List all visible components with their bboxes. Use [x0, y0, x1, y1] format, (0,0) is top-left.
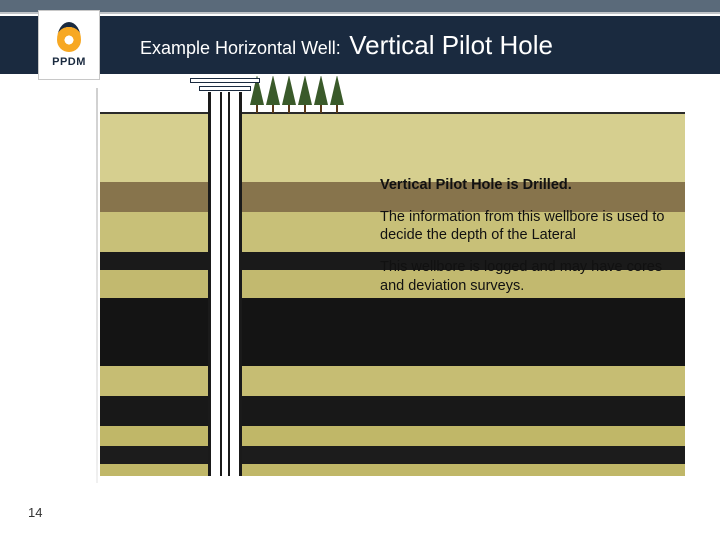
- tree-icon: [298, 76, 312, 113]
- strata-layer: [100, 426, 685, 446]
- wellbore-casing: [220, 92, 230, 476]
- title-bar: Example Horizontal Well: Vertical Pilot …: [0, 16, 720, 74]
- description-panel: Vertical Pilot Hole is Drilled. The info…: [380, 176, 690, 309]
- strata-layer: [100, 366, 685, 396]
- strata-layer: [100, 396, 685, 426]
- vertical-wellbore: [208, 92, 242, 476]
- wellhead-flange: [199, 86, 251, 91]
- slide-body: Vertical Pilot Hole is Drilled. The info…: [0, 76, 720, 540]
- panel-paragraph: The information from this wellbore is us…: [380, 208, 690, 244]
- panel-paragraph: This wellbore is logged and may have cor…: [380, 258, 690, 294]
- strata-layer: [100, 112, 685, 182]
- wellhead-flange: [190, 78, 260, 83]
- flame-icon: [57, 22, 81, 52]
- title-prefix: Example Horizontal Well:: [140, 38, 341, 58]
- strata-layer: [100, 446, 685, 464]
- logo: PPDM: [38, 10, 100, 80]
- tree-icon: [330, 76, 344, 113]
- tree-icon: [282, 76, 296, 113]
- logo-text: PPDM: [52, 56, 86, 68]
- top-accent-bar: [0, 0, 720, 14]
- strata-layer: [100, 464, 685, 476]
- title-main: Vertical Pilot Hole: [349, 30, 553, 60]
- tree-icon: [314, 76, 328, 113]
- page-number: 14: [28, 505, 42, 520]
- ground-surface: [100, 112, 685, 114]
- panel-heading: Vertical Pilot Hole is Drilled.: [380, 176, 690, 194]
